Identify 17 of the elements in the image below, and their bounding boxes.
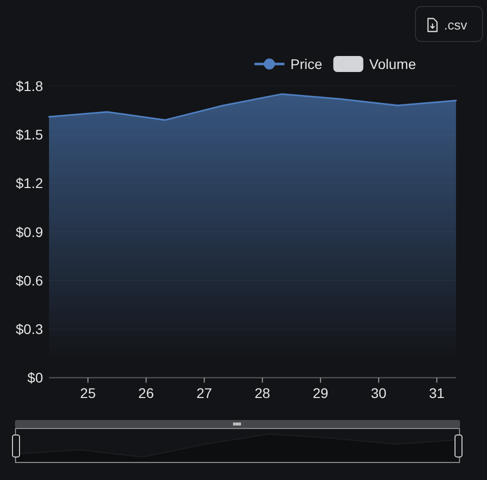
x-tick-label: 30 bbox=[370, 385, 387, 401]
y-tick-label: $1.2 bbox=[16, 175, 44, 192]
x-tick-label: 28 bbox=[254, 385, 270, 401]
x-tick-label: 27 bbox=[196, 385, 212, 401]
y-tick-label: $0.3 bbox=[16, 321, 44, 338]
x-tick-label: 29 bbox=[312, 385, 329, 401]
y-tick-label: $1.8 bbox=[16, 78, 44, 94]
x-tick-label: 31 bbox=[429, 385, 445, 401]
x-tick-label: 25 bbox=[80, 385, 96, 401]
y-tick-label: $0 bbox=[27, 370, 44, 386]
y-tick-label: $0.9 bbox=[16, 224, 44, 240]
legend-label: Volume bbox=[369, 56, 416, 72]
x-tick-label: 26 bbox=[138, 385, 154, 401]
y-tick-label: $0.6 bbox=[16, 272, 44, 288]
legend-label: Price bbox=[290, 56, 323, 72]
text: .csv bbox=[444, 17, 468, 32]
y-tick-label: $1.5 bbox=[16, 126, 44, 143]
